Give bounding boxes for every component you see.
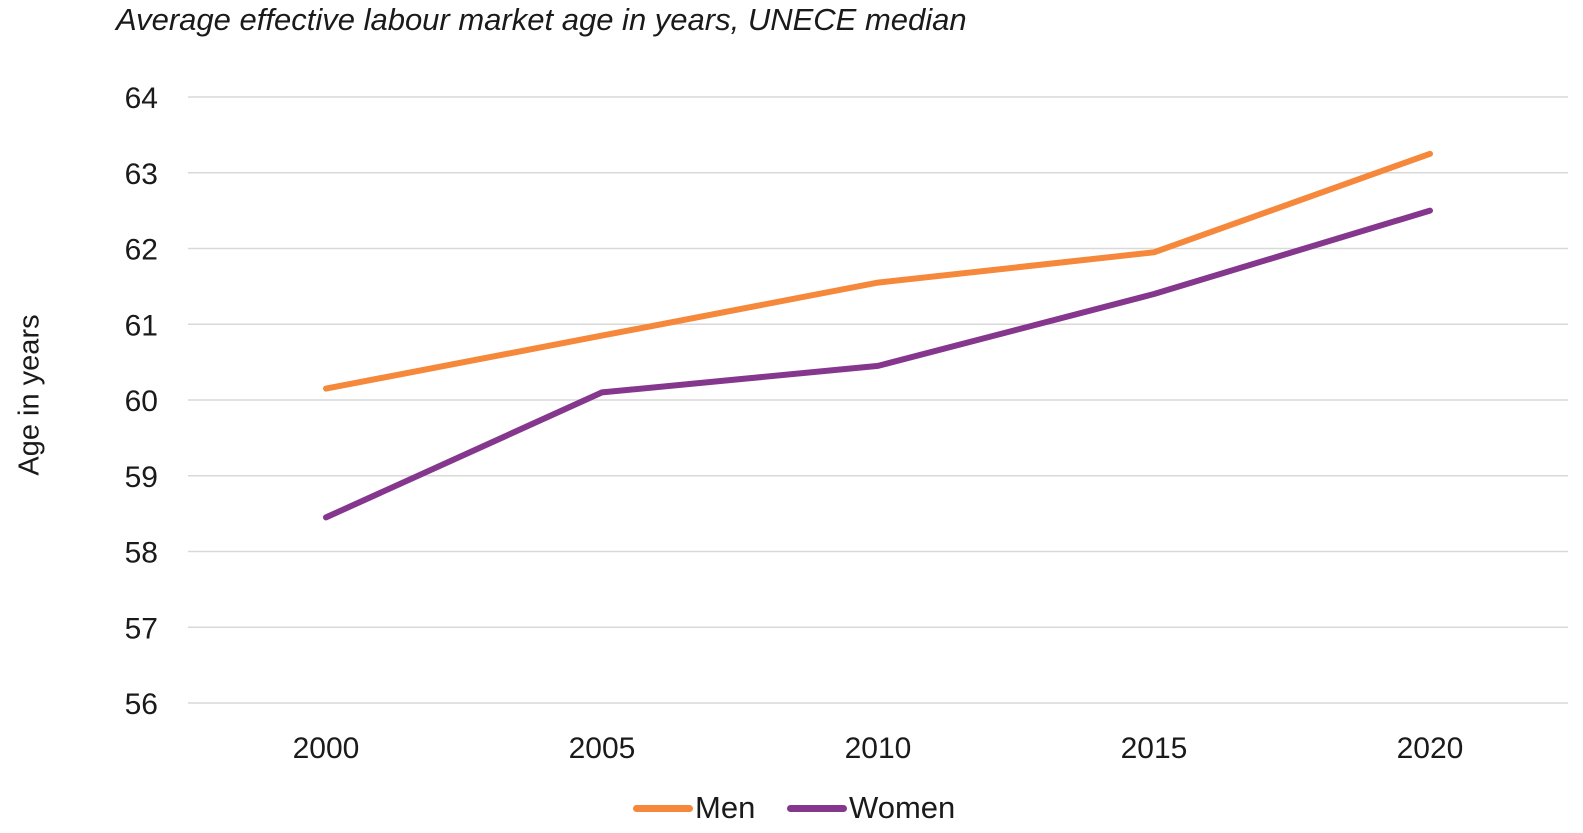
y-tick-label: 61 (125, 309, 158, 342)
legend-swatch-men (633, 804, 693, 812)
y-tick-label: 60 (125, 385, 158, 418)
x-tick-label: 2020 (1397, 732, 1464, 765)
series-lines (323, 150, 1433, 521)
y-tick-labels: 56 57 58 59 60 61 62 63 64 (125, 82, 158, 721)
x-tick-labels: 2000 2005 2010 2015 2020 (293, 732, 1464, 765)
legend: Men Women (0, 790, 1583, 830)
x-tick-label: 2010 (845, 732, 912, 765)
x-tick-label: 2015 (1121, 732, 1188, 765)
y-tick-label: 63 (125, 158, 158, 191)
legend-item-men: Men (633, 790, 755, 826)
legend-label-men: Men (695, 790, 756, 825)
y-tick-label: 62 (125, 234, 158, 267)
y-tick-label: 57 (125, 612, 158, 645)
legend-item-women: Women (787, 790, 955, 826)
x-tick-label: 2005 (569, 732, 636, 765)
legend-label-women: Women (849, 790, 956, 825)
x-tick-label: 2000 (293, 732, 360, 765)
y-tick-label: 64 (125, 82, 158, 115)
line-chart-plot: 56 57 58 59 60 61 62 63 64 2000 2005 2010 2015 2020 (125, 82, 1568, 765)
series-line-women (323, 207, 1433, 521)
legend-swatch-women (787, 804, 847, 812)
y-tick-label: 58 (125, 537, 158, 570)
series-line-men (323, 150, 1433, 392)
gridlines (188, 96, 1568, 704)
chart-title: Average effective labour market age in y… (116, 2, 967, 37)
y-tick-label: 59 (125, 461, 158, 494)
y-tick-label: 56 (125, 688, 158, 721)
